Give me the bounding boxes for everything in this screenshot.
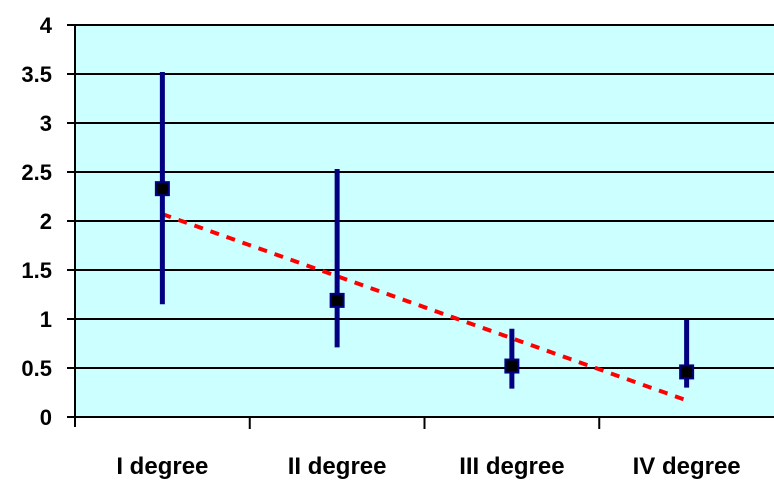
data-point-1 <box>329 292 345 308</box>
data-point-3 <box>679 364 695 380</box>
y-tick-label-0: 0 <box>40 405 52 430</box>
y-tick-label-8: 4 <box>40 13 53 38</box>
gridlines <box>75 24 774 369</box>
x-tick-labels: I degree II degree III degree IV degree <box>116 453 740 480</box>
y-tick-labels: 0 0.5 1 1.5 2 2.5 3 3.5 4 <box>21 13 52 430</box>
x-tick-label-0: I degree <box>116 453 208 480</box>
trendline <box>161 212 688 403</box>
y-tick-label-1: 0.5 <box>21 356 52 381</box>
y-tick-label-6: 3 <box>40 111 52 136</box>
y-tick-label-7: 3.5 <box>21 62 52 87</box>
axes <box>67 24 774 429</box>
y-tick-label-2: 1 <box>40 307 52 332</box>
trendline-group <box>161 212 688 403</box>
y-tick-label-4: 2 <box>40 209 52 234</box>
data-points <box>154 181 695 380</box>
y-tick-label-3: 1.5 <box>21 258 52 283</box>
data-point-2 <box>504 358 520 374</box>
x-tick-label-2: III degree <box>459 453 564 480</box>
y-tick-label-5: 2.5 <box>21 160 52 185</box>
x-tick-label-3: IV degree <box>633 453 741 480</box>
data-point-0 <box>154 181 170 197</box>
x-tick-label-1: II degree <box>288 453 387 480</box>
